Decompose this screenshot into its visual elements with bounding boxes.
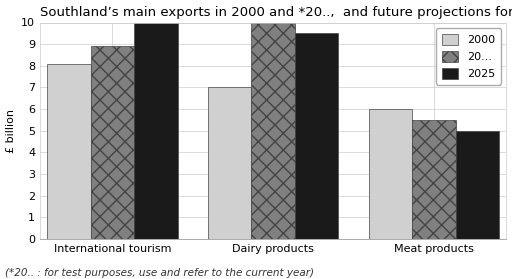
Bar [47, 64, 91, 239]
Bar [412, 120, 456, 239]
Bar [208, 87, 251, 239]
Text: Southland’s main exports in 2000 and *20..,  and future projections for 2025: Southland’s main exports in 2000 and *20… [40, 6, 512, 19]
Legend: 2000, 20..., 2025: 2000, 20..., 2025 [436, 28, 501, 85]
Bar [295, 33, 338, 239]
Bar [456, 131, 499, 239]
Y-axis label: £ billion: £ billion [6, 109, 15, 153]
Bar [369, 109, 412, 239]
Bar [251, 23, 295, 239]
Bar [91, 46, 134, 239]
Text: (*20.. : for test purposes, use and refer to the current year): (*20.. : for test purposes, use and refe… [5, 268, 314, 278]
Bar [134, 23, 178, 239]
